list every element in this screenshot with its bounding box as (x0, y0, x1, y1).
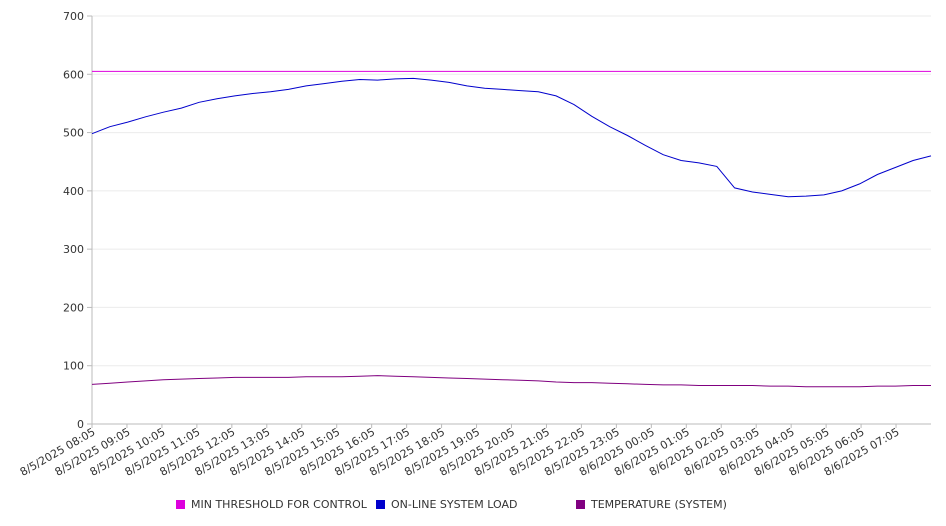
y-tick-label: 600 (63, 68, 84, 81)
legend-item-min-threshold[interactable]: MIN THRESHOLD FOR CONTROL (176, 498, 367, 511)
y-tick-label: 400 (63, 185, 84, 198)
axes (91, 16, 931, 425)
y-tick-label: 100 (63, 360, 84, 373)
legend-swatch-system-load (376, 500, 385, 509)
y-axis-ticks: 0 100 200 300 400 500 600 700 (63, 10, 92, 431)
y-tick-label: 500 (63, 127, 84, 140)
legend-item-temperature[interactable]: TEMPERATURE (SYSTEM) (576, 498, 727, 511)
y-tick-label: 0 (77, 418, 84, 431)
legend-label-min-threshold: MIN THRESHOLD FOR CONTROL (191, 498, 367, 511)
legend-item-system-load[interactable]: ON-LINE SYSTEM LOAD (376, 498, 517, 511)
series-lines (91, 70, 932, 388)
legend-swatch-temperature (576, 500, 585, 509)
y-tick-label: 700 (63, 10, 84, 23)
x-axis-ticks: 8/5/2025 08:058/5/2025 09:058/5/2025 10:… (18, 424, 902, 479)
legend: MIN THRESHOLD FOR CONTROL ON-LINE SYSTEM… (0, 496, 946, 516)
grid-lines (92, 15, 931, 367)
legend-label-system-load: ON-LINE SYSTEM LOAD (391, 498, 518, 511)
series-line-temperature-system (91, 375, 931, 388)
y-tick-label: 300 (63, 243, 84, 256)
y-tick-label: 200 (63, 301, 84, 314)
legend-label-temperature: TEMPERATURE (SYSTEM) (591, 498, 727, 511)
line-chart: 0 100 200 300 400 500 600 700 8/5/2025 08:058/5… (18, 10, 932, 479)
series-line-on-line-system-load (91, 77, 932, 198)
legend-swatch-min-threshold (176, 500, 185, 509)
